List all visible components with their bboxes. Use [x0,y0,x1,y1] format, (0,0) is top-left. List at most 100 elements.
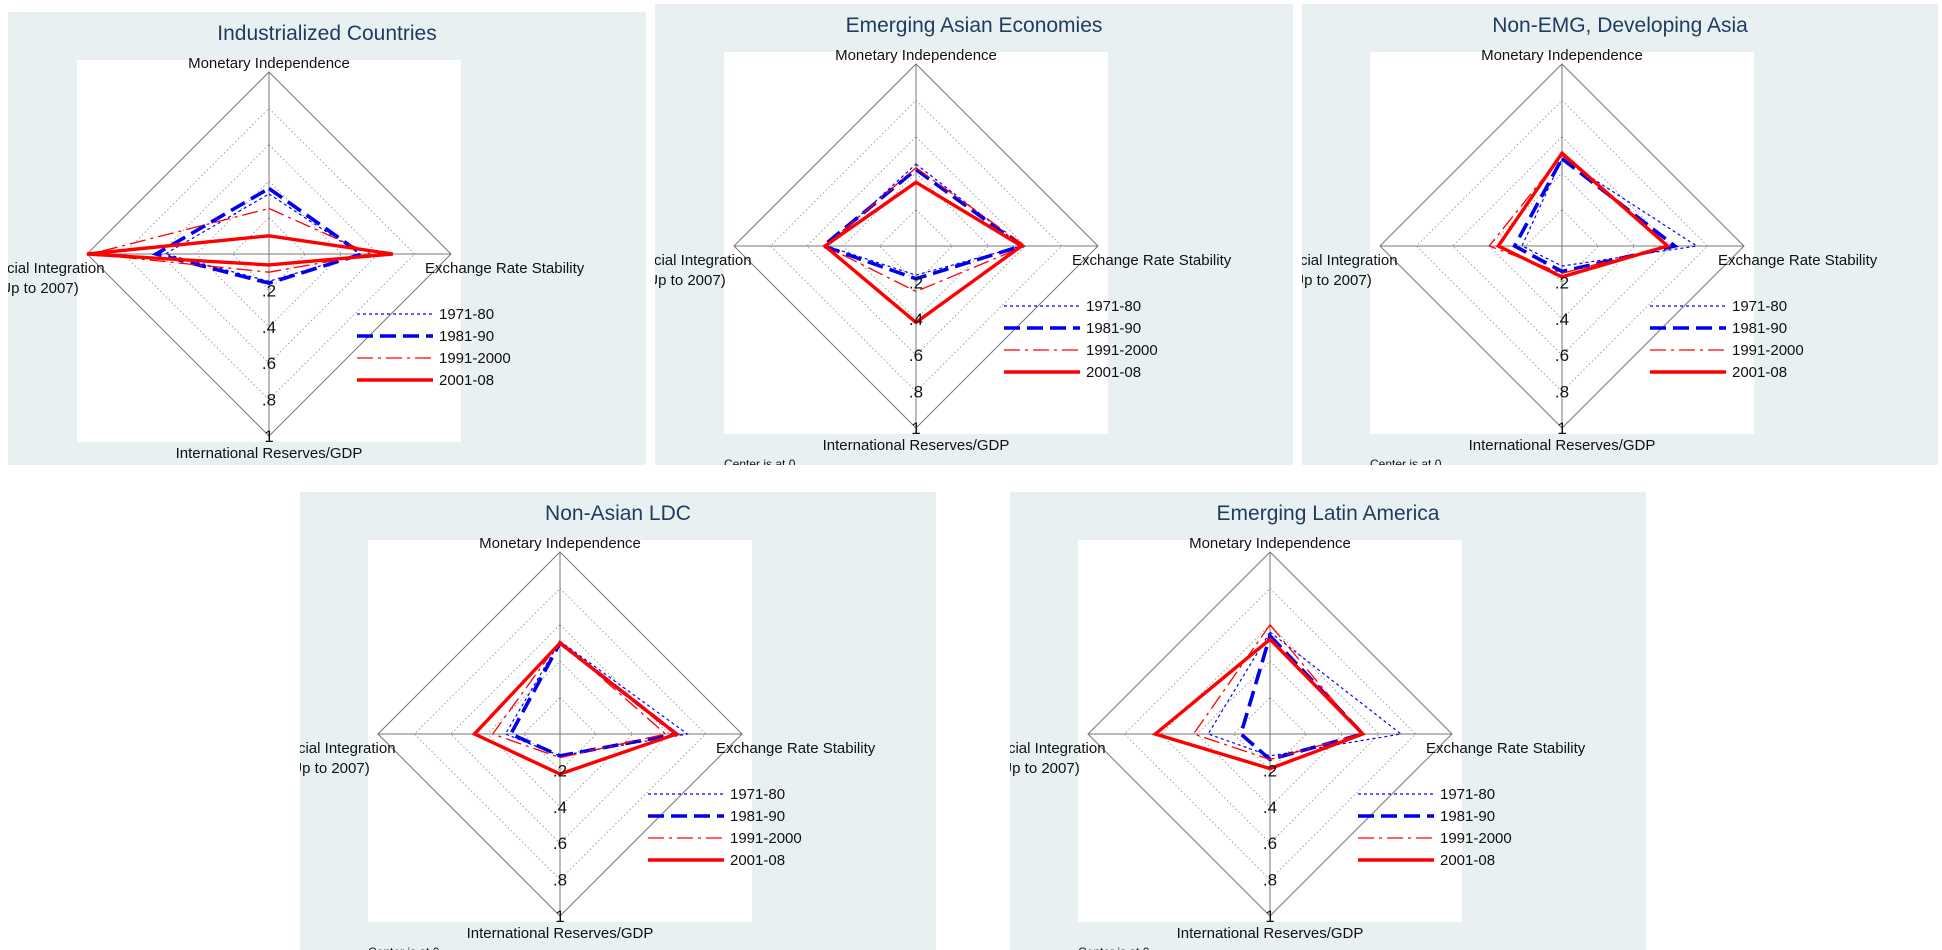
legend-label-2001-08: 2001-08 [439,372,494,389]
legend-label-2001-08: 2001-08 [730,852,785,869]
radar-chart: .2 .4 .6 .8 1 Monetary Independence Exchange R… [300,535,876,950]
axis-label-bottom: International Reserves/GDP [467,925,654,942]
axis-label-right: Exchange Rate Stability [716,740,876,757]
chart-title: Emerging Asian Economies [845,14,1103,37]
series-line-2001-08 [471,640,680,776]
tick-label: .2 [1555,273,1569,292]
axis-label-bottom: International Reserves/GDP [1177,925,1364,942]
tick-label: .2 [909,273,923,292]
radar-chart: .2 .4 .6 .8 1 Monetary Independence Exchange R… [655,47,1232,465]
axis-label-top: Monetary Independence [835,47,997,64]
tick-label: .2 [553,761,567,780]
chart-title: Emerging Latin America [1216,502,1440,525]
tick-label: 1 [1265,907,1274,926]
tick-label: .8 [1555,383,1569,402]
chart-panel-emerging-asia: Emerging Asian Economies .2 .4 .6 .8 1 Moneta… [655,4,1293,465]
axis-label-left: Financial Integration [8,260,105,277]
tick-label: 1 [264,427,273,446]
tick-label: .2 [1263,761,1277,780]
gridline-ring [1196,660,1344,808]
legend-label-2001-08: 2001-08 [1086,364,1141,381]
legend-label-1971-80: 1971-80 [1086,298,1141,315]
tick-label: .6 [262,354,276,373]
axis-label-right: Exchange Rate Stability [1426,740,1586,757]
chart-panel-emerging-latin-america: Emerging Latin America .2 .4 .6 .8 1 Monetary… [1010,492,1646,950]
tick-label: .8 [262,391,276,410]
gridline-ring [769,99,1063,393]
series-line-1981-90 [1512,155,1679,274]
legend-label-1981-90: 1981-90 [730,808,785,825]
legend-label-1981-90: 1981-90 [1086,320,1141,337]
gridline-ring [1488,172,1636,320]
series-line-1991-2000 [1192,623,1363,761]
chart-title: Non-EMG, Developing Asia [1492,14,1748,37]
center-note: Center is at 0 [368,945,440,950]
tick-label: .8 [1263,871,1277,890]
legend-label-1971-80: 1971-80 [1732,298,1787,315]
tick-label: .4 [262,318,276,337]
legend-label-1971-80: 1971-80 [439,306,494,323]
series-line-1981-90 [151,186,366,285]
legend-label-1971-80: 1971-80 [1440,786,1495,803]
axis-label-left-sub: (Up to 2007) [1010,760,1080,777]
tick-label: .8 [909,383,923,402]
axis-label-left-sub: (Up to 2007) [300,760,370,777]
series-line-1991-2000 [823,166,1027,293]
tick-label: 1 [911,419,920,438]
axis-label-left: Financial Integration [300,740,396,757]
axis-label-top: Monetary Independence [479,535,641,552]
series-line-2001-08 [822,180,1025,325]
axis-label-right: Exchange Rate Stability [425,260,585,277]
tick-label: .4 [553,798,567,817]
gridline-ring [1123,587,1417,881]
chart-title: Non-Asian LDC [545,502,691,525]
tick-label: .4 [1555,310,1569,329]
axis-label-left: Financial Integration [655,252,752,269]
legend-label-1991-2000: 1991-2000 [1732,342,1804,359]
axis-label-right: Exchange Rate Stability [1718,252,1878,269]
axis-label-right: Exchange Rate Stability [1072,252,1232,269]
legend-label-2001-08: 2001-08 [1732,364,1787,381]
series-line-1991-2000 [491,640,667,759]
center-note: Center is at 0 [1370,457,1442,465]
tick-label: .2 [262,281,276,300]
gridline-ring [486,660,634,808]
chart-panel-non-asian-ldc: Non-Asian LDC .2 .4 .6 .8 1 Monetary Independ… [300,492,936,950]
gridline-ring [1415,99,1709,393]
legend-label-1981-90: 1981-90 [439,328,494,345]
legend-label-1971-80: 1971-80 [730,786,785,803]
chart-title: Industrialized Countries [217,22,437,45]
tick-label: .6 [909,346,923,365]
axis-label-bottom: International Reserves/GDP [1469,437,1656,454]
axis-label-top: Monetary Independence [188,55,350,72]
axis-label-left: Financial Integration [1010,740,1106,757]
gridline-ring [413,587,707,881]
tick-label: 1 [1557,419,1566,438]
series-line-1991-2000 [90,207,374,273]
radar-chart: .2 .4 .6 .8 1 Monetary Independence Exchange R… [1302,47,1878,465]
series-line-2001-08 [1495,150,1672,279]
axis-label-bottom: International Reserves/GDP [176,445,363,462]
tick-label: .6 [553,834,567,853]
series-line-2001-08 [1151,637,1366,771]
axis-label-left: Financial Integration [1302,252,1398,269]
gridline-ring [122,107,416,401]
center-note: Center is at 0 [1078,945,1150,950]
legend-label-1991-2000: 1991-2000 [730,830,802,847]
center-note: Center is at 0 [724,457,796,465]
axis-label-left-sub: (Up to 2007) [1302,272,1372,289]
axis-label-top: Monetary Independence [1189,535,1351,552]
series-line-1971-80 [1207,631,1403,757]
axis-label-bottom: International Reserves/GDP [823,437,1010,454]
radar-chart: .2 .4 .6 .8 1 Monetary Independence Exchange R… [8,55,585,462]
series-line-1981-90 [819,167,1026,281]
legend-label-1991-2000: 1991-2000 [439,350,511,367]
tick-label: .6 [1555,346,1569,365]
series-line-1971-80 [1521,157,1699,267]
axis-label-top: Monetary Independence [1481,47,1643,64]
legend-label-1981-90: 1981-90 [1440,808,1495,825]
axis-label-left-sub: (Up to 2007) [8,280,79,297]
tick-label: .4 [1263,798,1277,817]
tick-label: .4 [909,310,923,329]
